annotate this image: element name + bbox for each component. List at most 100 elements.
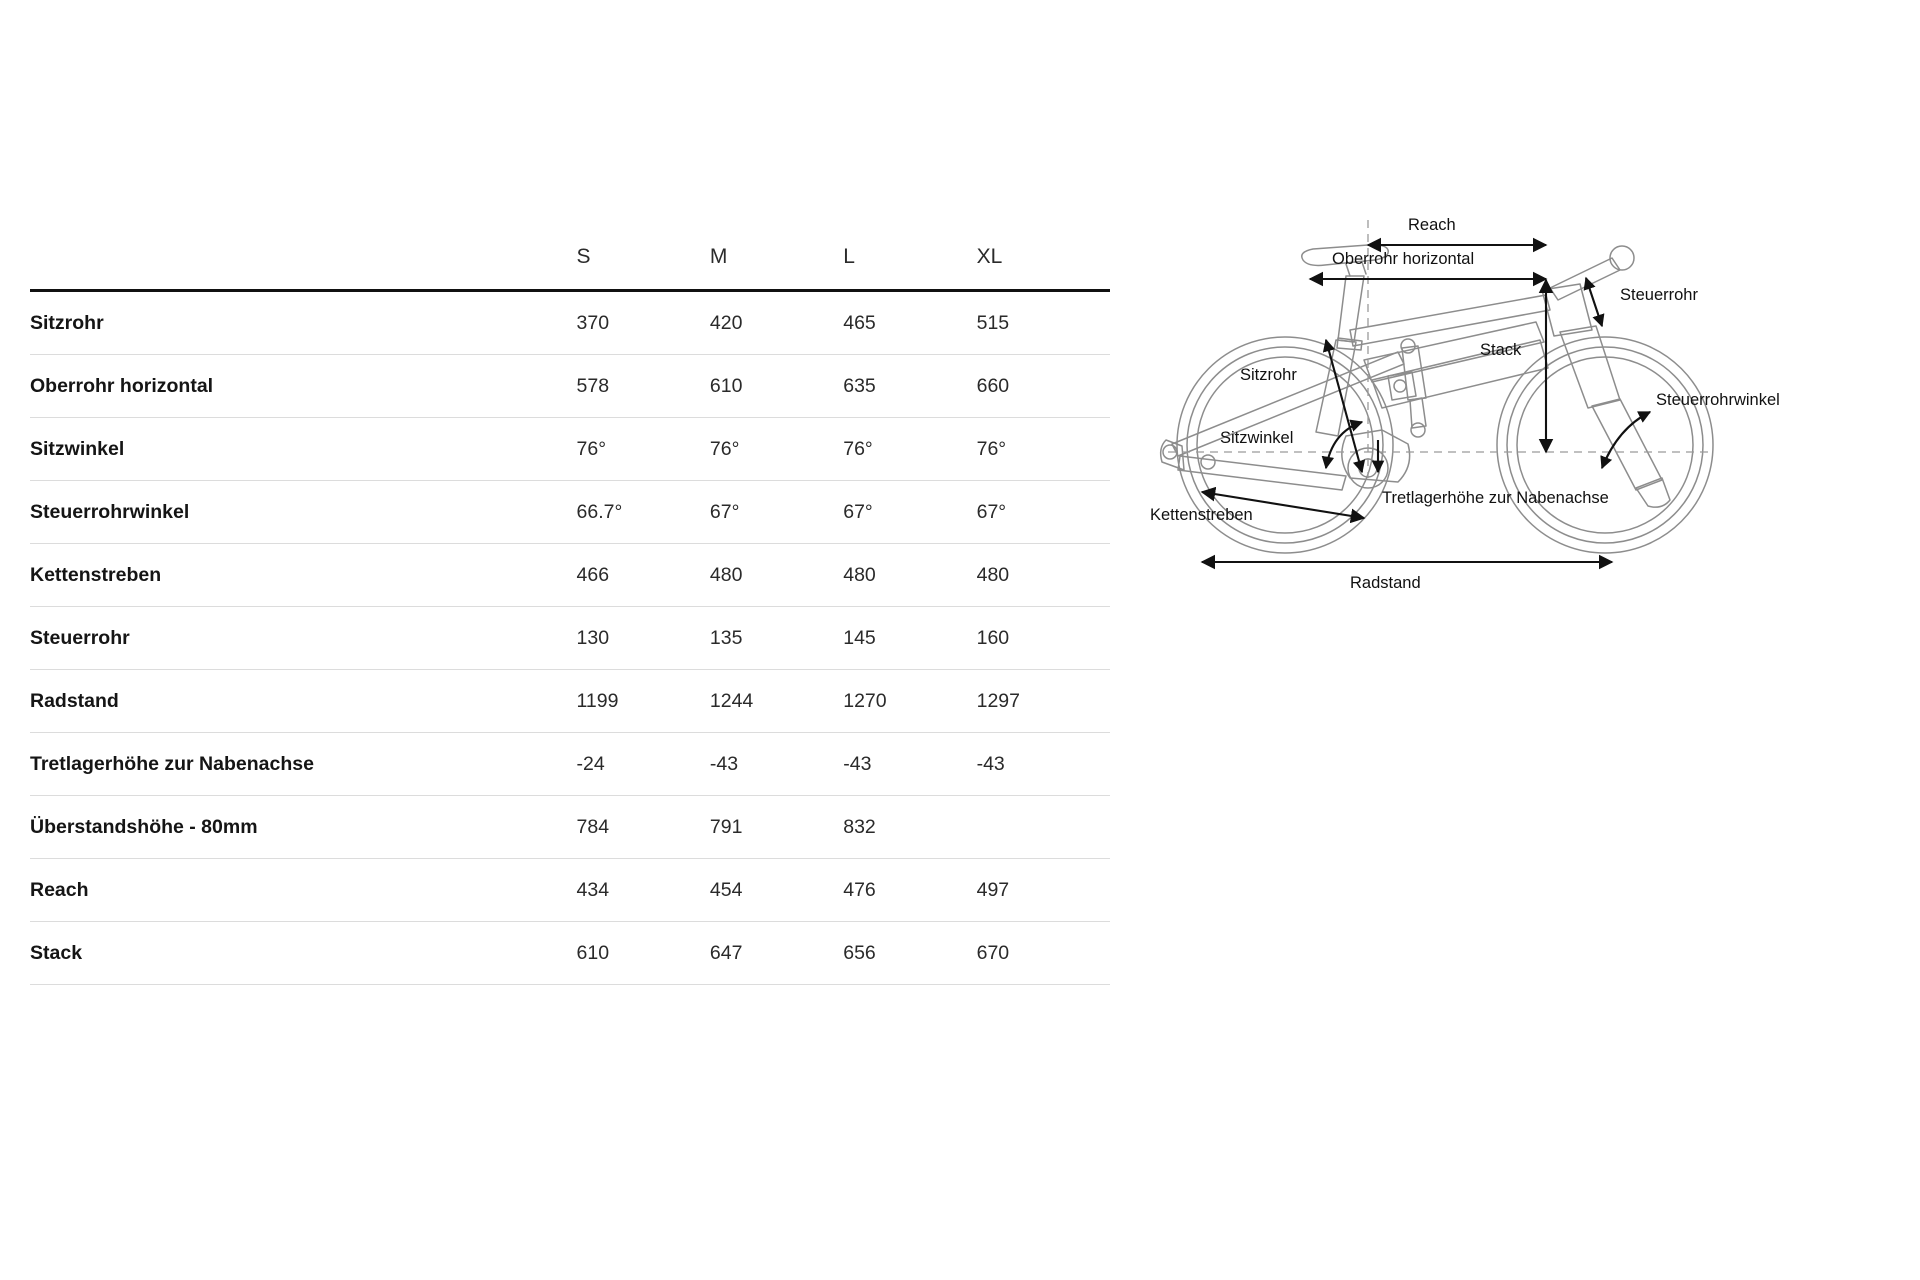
- front-wheel-tire-inner: [1506, 346, 1704, 544]
- cell-l: 635: [843, 354, 977, 418]
- bike-geometry-diagram: Reach Oberrohr horizontal Steuerrohr Sta…: [1150, 200, 1910, 620]
- row-label: Steuerrohr: [30, 606, 577, 670]
- cell-xl: [976, 795, 1110, 859]
- cell-m: 76°: [709, 417, 844, 481]
- cell-l: 480: [843, 543, 977, 607]
- row-label: Sitzwinkel: [30, 417, 577, 481]
- cell-l: 67°: [843, 480, 977, 544]
- cell-s: 370: [576, 290, 710, 355]
- cell-m: 647: [709, 921, 844, 985]
- fork-lower: [1591, 398, 1663, 491]
- table-row: Stack 610 647 656 670: [30, 921, 1110, 985]
- row-label: Radstand: [30, 669, 577, 733]
- annotation-labels: Reach Oberrohr horizontal Steuerrohr Sta…: [1150, 216, 1780, 592]
- cell-m: 135: [709, 606, 844, 670]
- cell-xl: 160: [976, 606, 1110, 670]
- cell-xl: 670: [976, 921, 1110, 985]
- top-tube: [1349, 294, 1551, 347]
- cell-xl: -43: [976, 732, 1110, 796]
- cell-s: 784: [576, 795, 710, 859]
- cell-m: 454: [709, 858, 844, 922]
- cell-l: 76°: [843, 417, 977, 481]
- table-row: Steuerrohr 130 135 145 160: [30, 606, 1110, 670]
- seat-stay: [1171, 351, 1405, 457]
- cell-l: 145: [843, 606, 977, 670]
- label-seat-tube: Sitzrohr: [1240, 366, 1297, 384]
- cell-s: 1199: [576, 669, 710, 733]
- rear-dropout: [1159, 439, 1185, 471]
- cell-xl: 660: [976, 354, 1110, 418]
- cell-xl: 76°: [976, 417, 1110, 481]
- column-header-m: M: [709, 245, 844, 292]
- row-label: Reach: [30, 858, 577, 922]
- row-label: Stack: [30, 921, 577, 985]
- cell-l: 465: [843, 290, 977, 355]
- rocker-pivot: [1393, 379, 1407, 393]
- cell-s: 130: [576, 606, 710, 670]
- table-row: Sitzwinkel 76° 76° 76° 76°: [30, 417, 1110, 481]
- cell-m: 480: [709, 543, 844, 607]
- table-row: Steuerrohrwinkel 66.7° 67° 67° 67°: [30, 480, 1110, 544]
- cell-xl: 67°: [976, 480, 1110, 544]
- row-label: Sitzrohr: [30, 290, 577, 355]
- rear-wheel-tire-outer: [1176, 336, 1394, 554]
- rear-wheel-tire-inner: [1186, 346, 1384, 544]
- cell-m: 1244: [709, 669, 844, 733]
- front-wheel-tire-outer: [1496, 336, 1714, 554]
- table-header: S M L XL: [30, 245, 1110, 292]
- table-row: Oberrohr horizontal 578 610 635 660: [30, 354, 1110, 418]
- row-label: Überstandshöhe - 80mm: [30, 795, 577, 859]
- geometry-table: S M L XL Sitzrohr 370 420 465 515 Oberro…: [30, 245, 1110, 985]
- column-header-s: S: [576, 245, 710, 292]
- rear-wheel-rim: [1196, 356, 1374, 534]
- cell-l: 656: [843, 921, 977, 985]
- table-row: Reach 434 454 476 497: [30, 858, 1110, 922]
- cell-s: 610: [576, 921, 710, 985]
- cell-xl: 497: [976, 858, 1110, 922]
- rear-shock-body: [1401, 345, 1427, 401]
- row-label: Oberrohr horizontal: [30, 354, 577, 418]
- table-row: Sitzrohr 370 420 465 515: [30, 290, 1110, 355]
- front-wheel-rim: [1516, 356, 1694, 534]
- table-row: Tretlagerhöhe zur Nabenachse -24 -43 -43…: [30, 732, 1110, 796]
- shock-eyelet-lower: [1410, 422, 1426, 438]
- cell-l: 476: [843, 858, 977, 922]
- rear-shock-shaft: [1409, 397, 1427, 429]
- cell-l: -43: [843, 732, 977, 796]
- label-bb-drop: Tretlagerhöhe zur Nabenachse: [1382, 489, 1609, 507]
- cell-l: 832: [843, 795, 977, 859]
- rocker-link: [1387, 371, 1417, 401]
- head-angle-arc-arrow: [1600, 411, 1652, 470]
- label-wheelbase: Radstand: [1350, 574, 1421, 592]
- rear-axle: [1162, 444, 1178, 460]
- cell-m: 67°: [709, 480, 844, 544]
- cell-s: 434: [576, 858, 710, 922]
- cell-s: 66.7°: [576, 480, 710, 544]
- head-tube-dimension-arrow: [1583, 276, 1605, 328]
- column-header-l: L: [843, 245, 977, 292]
- cell-l: 1270: [843, 669, 977, 733]
- chainstay-dimension-arrow: [1200, 486, 1366, 524]
- row-label: Tretlagerhöhe zur Nabenachse: [30, 732, 577, 796]
- column-header-xl: XL: [976, 245, 1110, 292]
- cell-s: 76°: [576, 417, 710, 481]
- bottom-bracket: [1347, 447, 1389, 489]
- cell-s: 466: [576, 543, 710, 607]
- label-seat-angle: Sitzwinkel: [1220, 429, 1293, 447]
- stem: [1549, 257, 1621, 301]
- label-head-angle: Steuerrohrwinkel: [1656, 391, 1780, 409]
- cell-s: -24: [576, 732, 710, 796]
- table-row: Kettenstreben 466 480 480 480: [30, 543, 1110, 607]
- table-row: Überstandshöhe - 80mm 784 791 832: [30, 795, 1110, 859]
- cell-m: 791: [709, 795, 844, 859]
- column-header-label: [30, 245, 577, 292]
- row-label: Steuerrohrwinkel: [30, 480, 577, 544]
- geometry-table-container: S M L XL Sitzrohr 370 420 465 515 Oberro…: [30, 245, 1110, 985]
- cell-m: 420: [709, 290, 844, 355]
- shock-eyelet-upper: [1400, 338, 1416, 354]
- table-header-row: S M L XL: [30, 245, 1110, 292]
- label-top-tube: Oberrohr horizontal: [1332, 250, 1474, 268]
- chain-stay: [1177, 455, 1347, 491]
- seat-angle-arc-arrow: [1321, 419, 1364, 470]
- rear-pivot: [1200, 454, 1216, 470]
